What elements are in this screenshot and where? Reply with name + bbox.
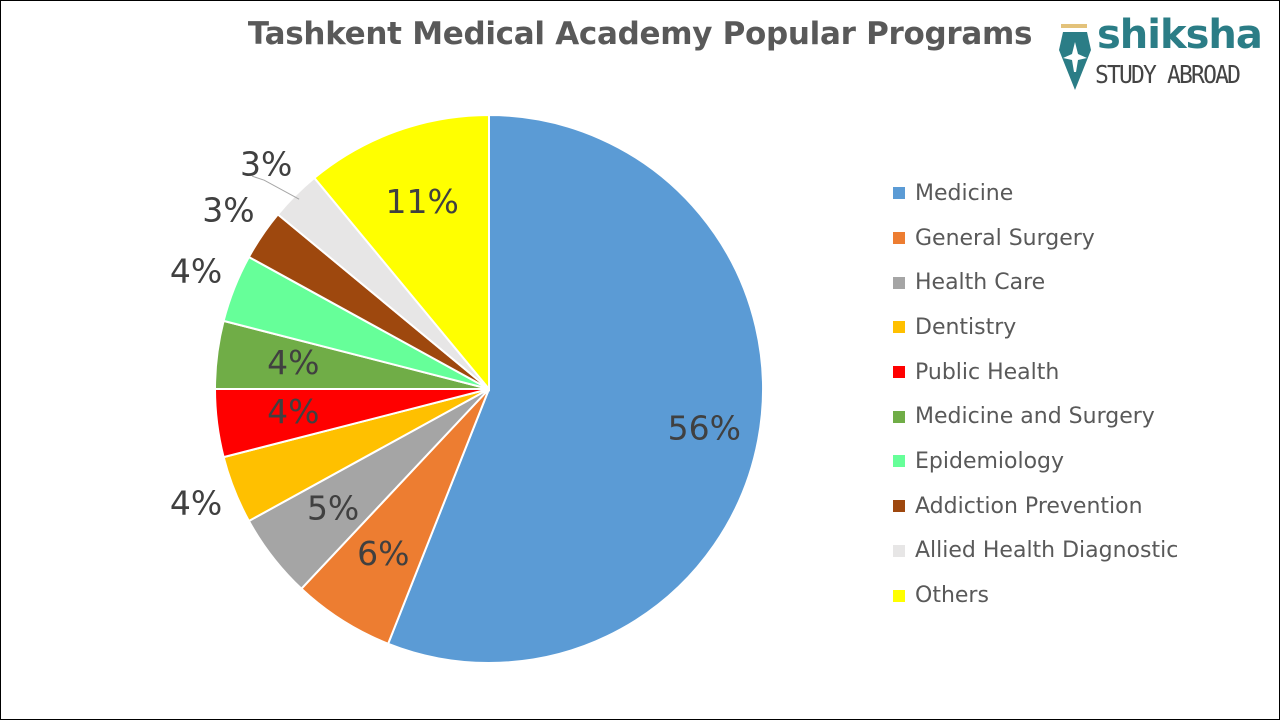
- legend-item: General Surgery: [893, 216, 1178, 261]
- legend-item: Medicine and Surgery: [893, 394, 1178, 439]
- data-label: 3%: [240, 145, 292, 184]
- pie-slice-others: [312, 113, 490, 392]
- legend-label: Others: [915, 583, 989, 609]
- logo-subtitle: STUDY ABROAD: [1095, 60, 1241, 89]
- pen-nib-icon: [1059, 24, 1091, 90]
- legend-item: Epidemiology: [893, 439, 1178, 484]
- legend-swatch: [893, 187, 905, 200]
- data-label: 6%: [357, 534, 409, 573]
- data-label: 56%: [668, 409, 741, 448]
- legend-swatch: [893, 455, 905, 468]
- logo-word: shiksha: [1097, 12, 1263, 58]
- legend-item: Dentistry: [893, 305, 1178, 350]
- legend-label: Epidemiology: [915, 448, 1065, 474]
- legend-label: Health Care: [915, 270, 1046, 296]
- legend-label: General Surgery: [915, 225, 1095, 251]
- chart-title: Tashkent Medical Academy Popular Program…: [247, 16, 1033, 52]
- data-label: 4%: [267, 392, 319, 431]
- legend-item: Medicine: [893, 171, 1178, 216]
- legend-swatch: [893, 276, 905, 289]
- legend-item: Others: [893, 573, 1178, 618]
- legend-swatch: [893, 366, 905, 379]
- data-label: 4%: [170, 483, 222, 522]
- legend-label: Medicine and Surgery: [915, 404, 1155, 430]
- pie-slice-medicine: [386, 113, 764, 664]
- legend-item: Public Health: [893, 350, 1178, 395]
- data-label: 3%: [202, 190, 254, 229]
- legend-item: Addiction Prevention: [893, 484, 1178, 529]
- legend-item: Allied Health Diagnostic: [893, 529, 1178, 574]
- legend-swatch: [893, 321, 905, 334]
- legend-label: Public Health: [915, 359, 1060, 385]
- legend-swatch: [893, 500, 905, 513]
- legend-swatch: [893, 410, 905, 423]
- data-label: 5%: [307, 488, 359, 527]
- legend-swatch: [893, 232, 905, 245]
- data-label: 4%: [170, 252, 222, 291]
- legend-label: Addiction Prevention: [915, 493, 1143, 519]
- leader-line: [252, 175, 300, 200]
- legend: Medicine General Surgery Health Care Dentis…: [893, 171, 1178, 618]
- data-label: 11%: [385, 182, 458, 221]
- legend-label: Medicine: [915, 180, 1014, 206]
- shiksha-logo: shiksha STUDY ABROAD: [1055, 12, 1270, 95]
- legend-swatch: [893, 544, 905, 557]
- legend-label: Allied Health Diagnostic: [915, 538, 1179, 564]
- legend-label: Dentistry: [915, 314, 1017, 340]
- legend-swatch: [893, 589, 905, 602]
- legend-item: Health Care: [893, 260, 1178, 305]
- data-label: 4%: [267, 343, 319, 382]
